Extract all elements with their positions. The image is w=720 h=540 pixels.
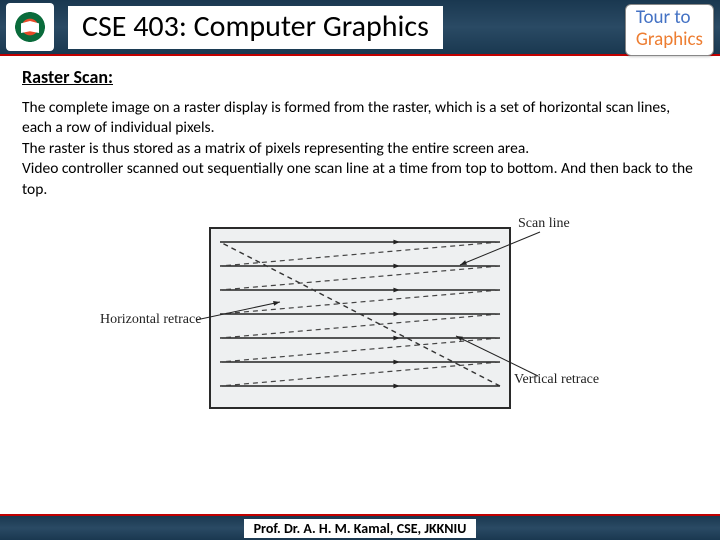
badge-line1: Tour to [636, 7, 703, 29]
slide-footer: Prof. Dr. A. H. M. Kamal, CSE, JKKNIU [0, 514, 720, 540]
vertical-retrace-label: Vertical retrace [514, 372, 599, 388]
footer-text: Prof. Dr. A. H. M. Kamal, CSE, JKKNIU [244, 519, 477, 538]
section-heading: Raster Scan: [22, 66, 698, 88]
diagram-container: Scan line Horizontal retrace Vertical re… [22, 208, 698, 430]
badge-line2: Graphics [636, 29, 703, 51]
body-text: The complete image on a raster display i… [22, 98, 698, 200]
course-title: CSE 403: Computer Graphics [68, 6, 443, 49]
slide-content: Raster Scan: The complete image on a ras… [0, 56, 720, 430]
scan-line-label: Scan line [518, 216, 570, 232]
topic-badge: Tour to Graphics [625, 4, 714, 56]
horizontal-retrace-label: Horizontal retrace [100, 312, 201, 328]
raster-scan-diagram: Scan line Horizontal retrace Vertical re… [120, 208, 600, 430]
university-logo [6, 3, 54, 51]
slide-header: CSE 403: Computer Graphics Tour to Graph… [0, 0, 720, 56]
